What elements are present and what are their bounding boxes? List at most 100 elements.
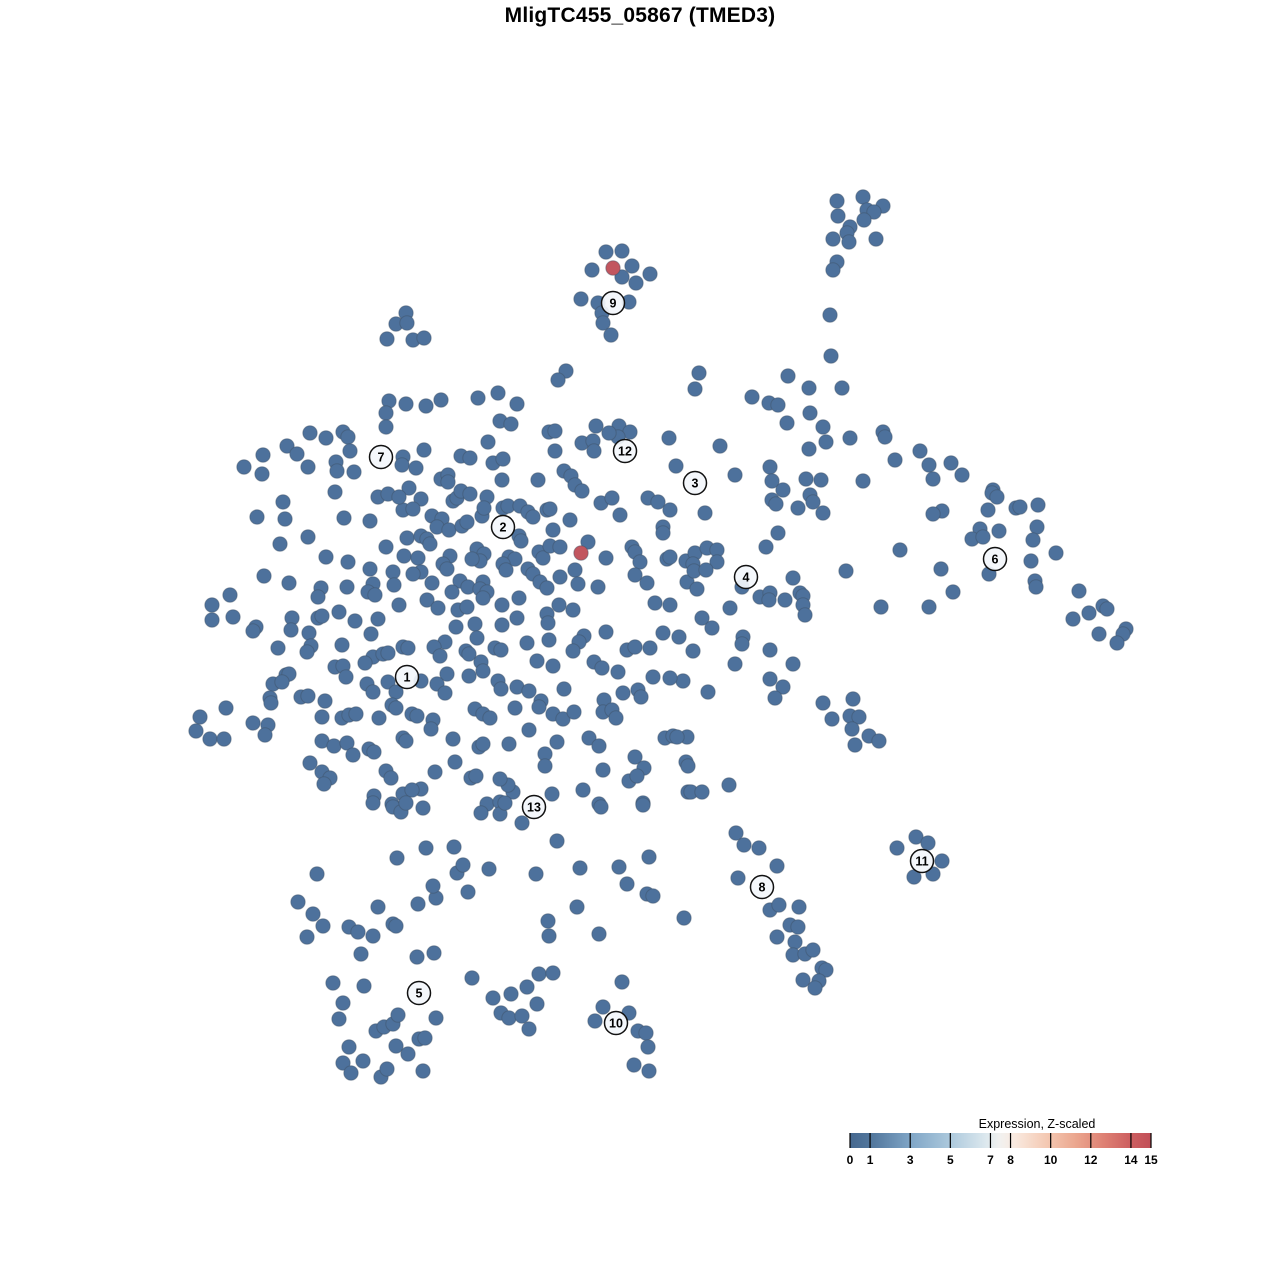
data-point bbox=[598, 624, 614, 640]
data-point bbox=[593, 799, 609, 815]
data-point bbox=[802, 405, 818, 421]
data-point bbox=[289, 446, 305, 462]
data-point bbox=[704, 620, 720, 636]
data-point bbox=[464, 970, 480, 986]
data-point bbox=[694, 610, 710, 626]
data-point bbox=[595, 762, 611, 778]
data-point bbox=[632, 554, 648, 570]
data-point bbox=[475, 590, 491, 606]
data-point bbox=[689, 581, 705, 597]
scatter-points bbox=[188, 189, 1134, 1085]
data-point bbox=[202, 731, 218, 747]
data-point bbox=[318, 430, 334, 446]
data-point bbox=[775, 679, 791, 695]
data-point bbox=[912, 443, 928, 459]
data-point bbox=[847, 737, 863, 753]
data-point bbox=[567, 562, 583, 578]
data-point bbox=[390, 1007, 406, 1023]
data-point bbox=[769, 929, 785, 945]
data-point bbox=[552, 569, 568, 585]
data-point bbox=[1048, 545, 1064, 561]
data-point bbox=[462, 450, 478, 466]
data-point bbox=[573, 291, 589, 307]
data-point bbox=[379, 331, 395, 347]
data-point bbox=[615, 685, 631, 701]
data-point bbox=[366, 744, 382, 760]
data-point bbox=[921, 599, 937, 615]
data-point bbox=[744, 389, 760, 405]
data-point bbox=[785, 570, 801, 586]
data-point bbox=[614, 974, 630, 990]
data-point bbox=[277, 511, 293, 527]
data-point bbox=[868, 231, 884, 247]
data-point bbox=[1065, 611, 1081, 627]
data-point bbox=[770, 525, 786, 541]
data-point bbox=[519, 635, 535, 651]
data-point bbox=[290, 894, 306, 910]
data-point bbox=[299, 929, 315, 945]
data-point bbox=[350, 924, 366, 940]
data-point bbox=[347, 613, 363, 629]
data-point bbox=[339, 579, 355, 595]
data-point bbox=[825, 231, 841, 247]
data-point bbox=[627, 567, 643, 583]
data-point bbox=[722, 600, 738, 616]
data-point bbox=[509, 610, 525, 626]
data-point bbox=[697, 505, 713, 521]
data-point bbox=[768, 496, 784, 512]
data-point bbox=[481, 861, 497, 877]
data-point bbox=[801, 380, 817, 396]
data-point bbox=[299, 644, 315, 660]
data-point bbox=[245, 715, 261, 731]
data-point bbox=[427, 764, 443, 780]
data-point bbox=[353, 946, 369, 962]
colorbar-tick-label: 7 bbox=[987, 1153, 994, 1167]
data-point bbox=[326, 738, 342, 754]
data-point bbox=[399, 315, 415, 331]
data-point bbox=[588, 418, 604, 434]
data-point bbox=[462, 486, 478, 502]
data-point bbox=[439, 666, 455, 682]
data-point bbox=[542, 501, 558, 517]
data-point bbox=[830, 208, 846, 224]
data-point bbox=[855, 473, 871, 489]
data-point bbox=[641, 849, 657, 865]
data-point bbox=[655, 525, 671, 541]
data-point bbox=[537, 758, 553, 774]
data-point bbox=[780, 368, 796, 384]
data-point bbox=[302, 755, 318, 771]
data-point bbox=[680, 758, 696, 774]
data-point bbox=[815, 505, 831, 521]
data-point bbox=[856, 212, 872, 228]
data-point-highlight bbox=[605, 260, 621, 276]
data-point bbox=[1029, 519, 1045, 535]
data-point bbox=[432, 648, 448, 664]
data-point bbox=[493, 681, 509, 697]
expression-colorbar-legend: Expression, Z-scaled 0 1 3 5 7 8 10 12 14 15 bbox=[847, 1117, 1158, 1167]
data-point bbox=[494, 597, 510, 613]
data-point bbox=[555, 711, 571, 727]
data-point bbox=[871, 733, 887, 749]
cluster-label-text: 9 bbox=[610, 297, 617, 311]
data-point bbox=[410, 550, 426, 566]
data-point bbox=[398, 733, 414, 749]
data-point bbox=[552, 539, 568, 555]
data-point bbox=[591, 926, 607, 942]
data-point bbox=[730, 870, 746, 886]
data-point bbox=[388, 1038, 404, 1054]
data-point bbox=[925, 471, 941, 487]
data-point bbox=[638, 1025, 654, 1041]
data-point bbox=[301, 625, 317, 641]
data-point bbox=[331, 604, 347, 620]
data-point bbox=[866, 204, 882, 220]
data-point bbox=[314, 608, 330, 624]
cluster-label-11: 11 bbox=[909, 848, 935, 874]
colorbar-tick-label: 14 bbox=[1124, 1153, 1138, 1167]
data-point bbox=[425, 878, 441, 894]
cluster-label-text: 1 bbox=[404, 671, 411, 685]
data-point bbox=[727, 656, 743, 672]
data-point bbox=[408, 460, 424, 476]
data-point bbox=[300, 459, 316, 475]
cluster-label-8: 8 bbox=[749, 874, 775, 900]
